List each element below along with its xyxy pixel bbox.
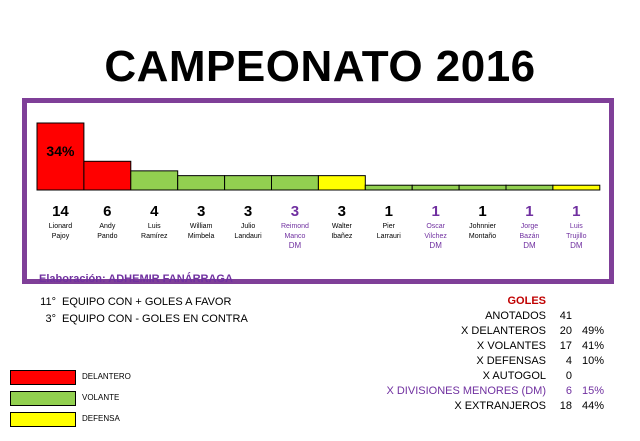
bar-value-label: 3 [244,203,252,220]
goals-row-volantes: X VOLANTES 17 41% [360,340,630,355]
goals-row-value: 4 [565,355,572,367]
goals-row-value: 41 [559,310,572,322]
bar-value-label: 1 [478,203,486,220]
goals-row-label: X DELANTEROS [461,325,546,337]
category-tag: DM [570,241,583,250]
goals-row-value: 6 [565,385,572,397]
credit-text: Elaboración: ADHEMIR FANÁRRAGA [39,273,233,285]
category-label: Ramírez [141,233,168,240]
category-label: Pando [97,233,117,240]
goals-row-delanteros: X DELANTEROS 20 49% [360,325,630,340]
bar [411,184,460,191]
bar [505,184,554,191]
category-label: Pajoy [52,233,70,240]
category-label: Luis [148,223,161,230]
category-label: Mimbela [188,233,215,240]
goals-row-label: X DEFENSAS [476,355,546,367]
legend-swatch [10,391,76,406]
bar [364,184,413,191]
bar-value-label: 3 [291,203,299,220]
legend-label: DELANTERO [82,372,131,381]
stat-rank: 3° [45,313,56,325]
bar [177,175,226,191]
bar-value-label: 4 [150,203,159,220]
category-label: Manco [284,233,305,240]
goals-row-pct: 44% [582,400,605,412]
category-label: William [190,223,213,230]
bar-value-label: 6 [103,203,111,220]
goals-row-label: ANOTADOS [485,310,546,322]
stat-text: EQUIPO CON + GOLES A FAVOR [62,296,232,308]
goals-row-value: 20 [559,325,572,337]
chart-frame: 14 Lionard Pajoy 6 Andy Pando 4 Luis Ramírez 3 Wil… [22,98,614,285]
stat-row-goals-for: 11° EQUIPO CON + GOLES A FAVOR [34,294,248,311]
category-tag: DM [429,241,442,250]
category-label: Trujillo [566,233,586,240]
bar [83,160,132,191]
legend-label: DEFENSA [82,414,120,423]
bar [224,175,273,191]
goals-row-label: X AUTOGOL [482,370,546,382]
category-label: Montaño [469,233,496,240]
category-label: Bazán [520,233,540,240]
legend-label: VOLANTE [82,393,120,402]
bar [36,122,85,191]
goals-row-divisiones-menores: X DIVISIONES MENORES (DM) 6 15% [360,385,630,400]
goals-row-anotados: ANOTADOS 41 [360,310,630,325]
goals-row-value: 0 [565,370,572,382]
goals-row-value: 17 [559,340,572,352]
bar [552,184,601,191]
goals-row-pct: 15% [582,385,605,397]
goals-row-extranjeros: X EXTRANJEROS 18 44% [360,400,630,415]
bar [458,184,507,191]
bar-value-label: 1 [525,203,533,220]
category-label: Julio [241,223,256,230]
category-label: Luis [570,223,583,230]
bar-value-label: 1 [431,203,439,220]
category-label: Landauri [234,233,262,240]
category-label: Oscar [426,223,445,230]
legend-swatch [10,370,76,385]
top-bar-percent-label: 34% [46,143,75,159]
goals-row-value: 18 [559,400,572,412]
stat-row-goals-against: 3° EQUIPO CON - GOLES EN CONTRA [34,311,248,328]
stat-text: EQUIPO CON - GOLES EN CONTRA [62,313,248,325]
goals-row-pct: 41% [582,340,605,352]
legend-swatch [10,412,76,427]
category-label: Larrauri [377,233,402,240]
team-stats: 11° EQUIPO CON + GOLES A FAVOR 3° EQUIPO C… [34,294,248,328]
page-title: CAMPEONATO 2016 [104,42,536,91]
category-label: Lionard [49,223,72,230]
goals-row-label: X EXTRANJEROS [454,400,546,412]
bar-value-label: 14 [52,203,69,220]
goals-row-defensas: X DEFENSAS 4 10% [360,355,630,370]
bar [271,175,319,191]
goals-row-label: X DIVISIONES MENORES (DM) [386,385,546,397]
category-label: Reimond [281,223,309,230]
goals-row-label: X VOLANTES [476,340,546,352]
goals-summary-header: GOLES [507,295,546,307]
category-label: Johnnier [469,223,497,230]
bar [317,175,366,191]
goals-bar-chart: 14 Lionard Pajoy 6 Andy Pando 4 Luis Ramírez 3 Wil… [36,122,601,250]
category-label: Walter [332,223,353,230]
bar-value-label: 3 [197,203,205,220]
bar-value-label: 3 [338,203,346,220]
goals-row-autogol: X AUTOGOL 0 [360,370,630,385]
category-label: Jorge [521,223,539,230]
bar [130,170,179,191]
goals-row-pct: 10% [582,355,605,367]
stat-rank: 11° [40,296,56,308]
category-label: Andy [99,223,115,230]
category-tag: DM [523,241,536,250]
bar-value-label: 1 [385,203,393,220]
goals-row-pct: 49% [582,325,605,337]
category-label: Ibañez [331,233,353,240]
bar-value-label: 1 [572,203,580,220]
category-label: Pier [383,223,396,230]
category-tag: DM [289,241,302,250]
category-label: Vilchez [424,233,447,240]
